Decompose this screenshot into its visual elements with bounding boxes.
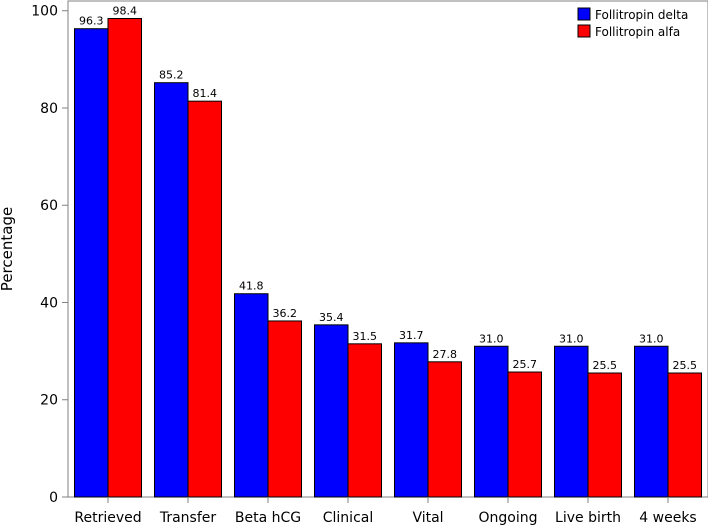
- bar: [187, 100, 222, 498]
- bar-value-label: 35.4: [319, 311, 344, 324]
- bar-value-label: 96.3: [79, 15, 104, 28]
- bar-value-label: 25.5: [673, 359, 698, 372]
- bar: [267, 320, 302, 498]
- x-tick-label: Ongoing: [479, 510, 538, 526]
- bar-value-label: 31.7: [399, 329, 424, 342]
- legend-label: Follitropin alfa: [595, 25, 680, 39]
- bar: [474, 345, 509, 498]
- bar: [634, 345, 669, 498]
- x-axis: Retrieved Transfer Beta hCG Clinical Vital On…: [74, 497, 697, 526]
- bar: [234, 293, 269, 498]
- bar-value-label: 36.2: [273, 307, 298, 320]
- bar: [507, 371, 542, 498]
- x-tick-label: Live birth: [555, 510, 621, 526]
- bar: [667, 372, 702, 498]
- legend: Follitropin delta Follitropin alfa: [577, 7, 688, 39]
- bar: [554, 345, 589, 498]
- x-tick-label: Clinical: [323, 510, 373, 526]
- bar-value-label: 31.0: [479, 332, 504, 345]
- y-tick-label: 80: [40, 101, 58, 117]
- y-tick-label: 20: [40, 393, 58, 409]
- bar-value-label: 98.4: [113, 5, 138, 18]
- legend-label: Follitropin delta: [595, 8, 688, 22]
- bar: [587, 372, 622, 498]
- x-tick-label: Beta hCG: [235, 510, 301, 526]
- bar-value-label: 31.0: [559, 332, 584, 345]
- legend-swatch: [577, 7, 591, 21]
- bar-value-label: 27.8: [433, 348, 458, 361]
- y-axis: 0 20 40 60 80 100: [31, 4, 68, 506]
- bar: [154, 82, 189, 498]
- x-tick-label: 4 weeks: [639, 510, 696, 526]
- bar-value-label: 25.5: [593, 359, 618, 372]
- y-tick-label: 100: [31, 4, 58, 20]
- x-tick-label: Vital: [412, 510, 443, 526]
- bar: [394, 342, 429, 498]
- y-axis-title: Percentage: [0, 207, 16, 291]
- bar: [74, 28, 109, 498]
- y-tick-label: 60: [40, 198, 58, 214]
- bar: [347, 343, 382, 498]
- bars: [74, 18, 702, 498]
- bar-value-label: 85.2: [159, 69, 184, 82]
- y-tick-label: 0: [49, 490, 58, 506]
- bar-value-label: 31.5: [353, 330, 378, 343]
- bar-value-label: 41.8: [239, 280, 264, 293]
- bar-value-label: 25.7: [513, 358, 538, 371]
- x-tick-label: Retrieved: [74, 510, 141, 526]
- y-tick-label: 40: [40, 295, 58, 311]
- bar-value-label: 81.4: [193, 87, 218, 100]
- x-tick-label: Transfer: [159, 510, 217, 526]
- bar-labels: 96.3 98.4 85.2 81.4 41.8 36.2 35.4 31.5 31.7 27.8…: [79, 5, 697, 372]
- legend-swatch: [577, 24, 591, 38]
- bar: [427, 361, 462, 498]
- bar: [314, 324, 349, 498]
- bar-value-label: 31.0: [639, 332, 664, 345]
- bar: [107, 18, 142, 498]
